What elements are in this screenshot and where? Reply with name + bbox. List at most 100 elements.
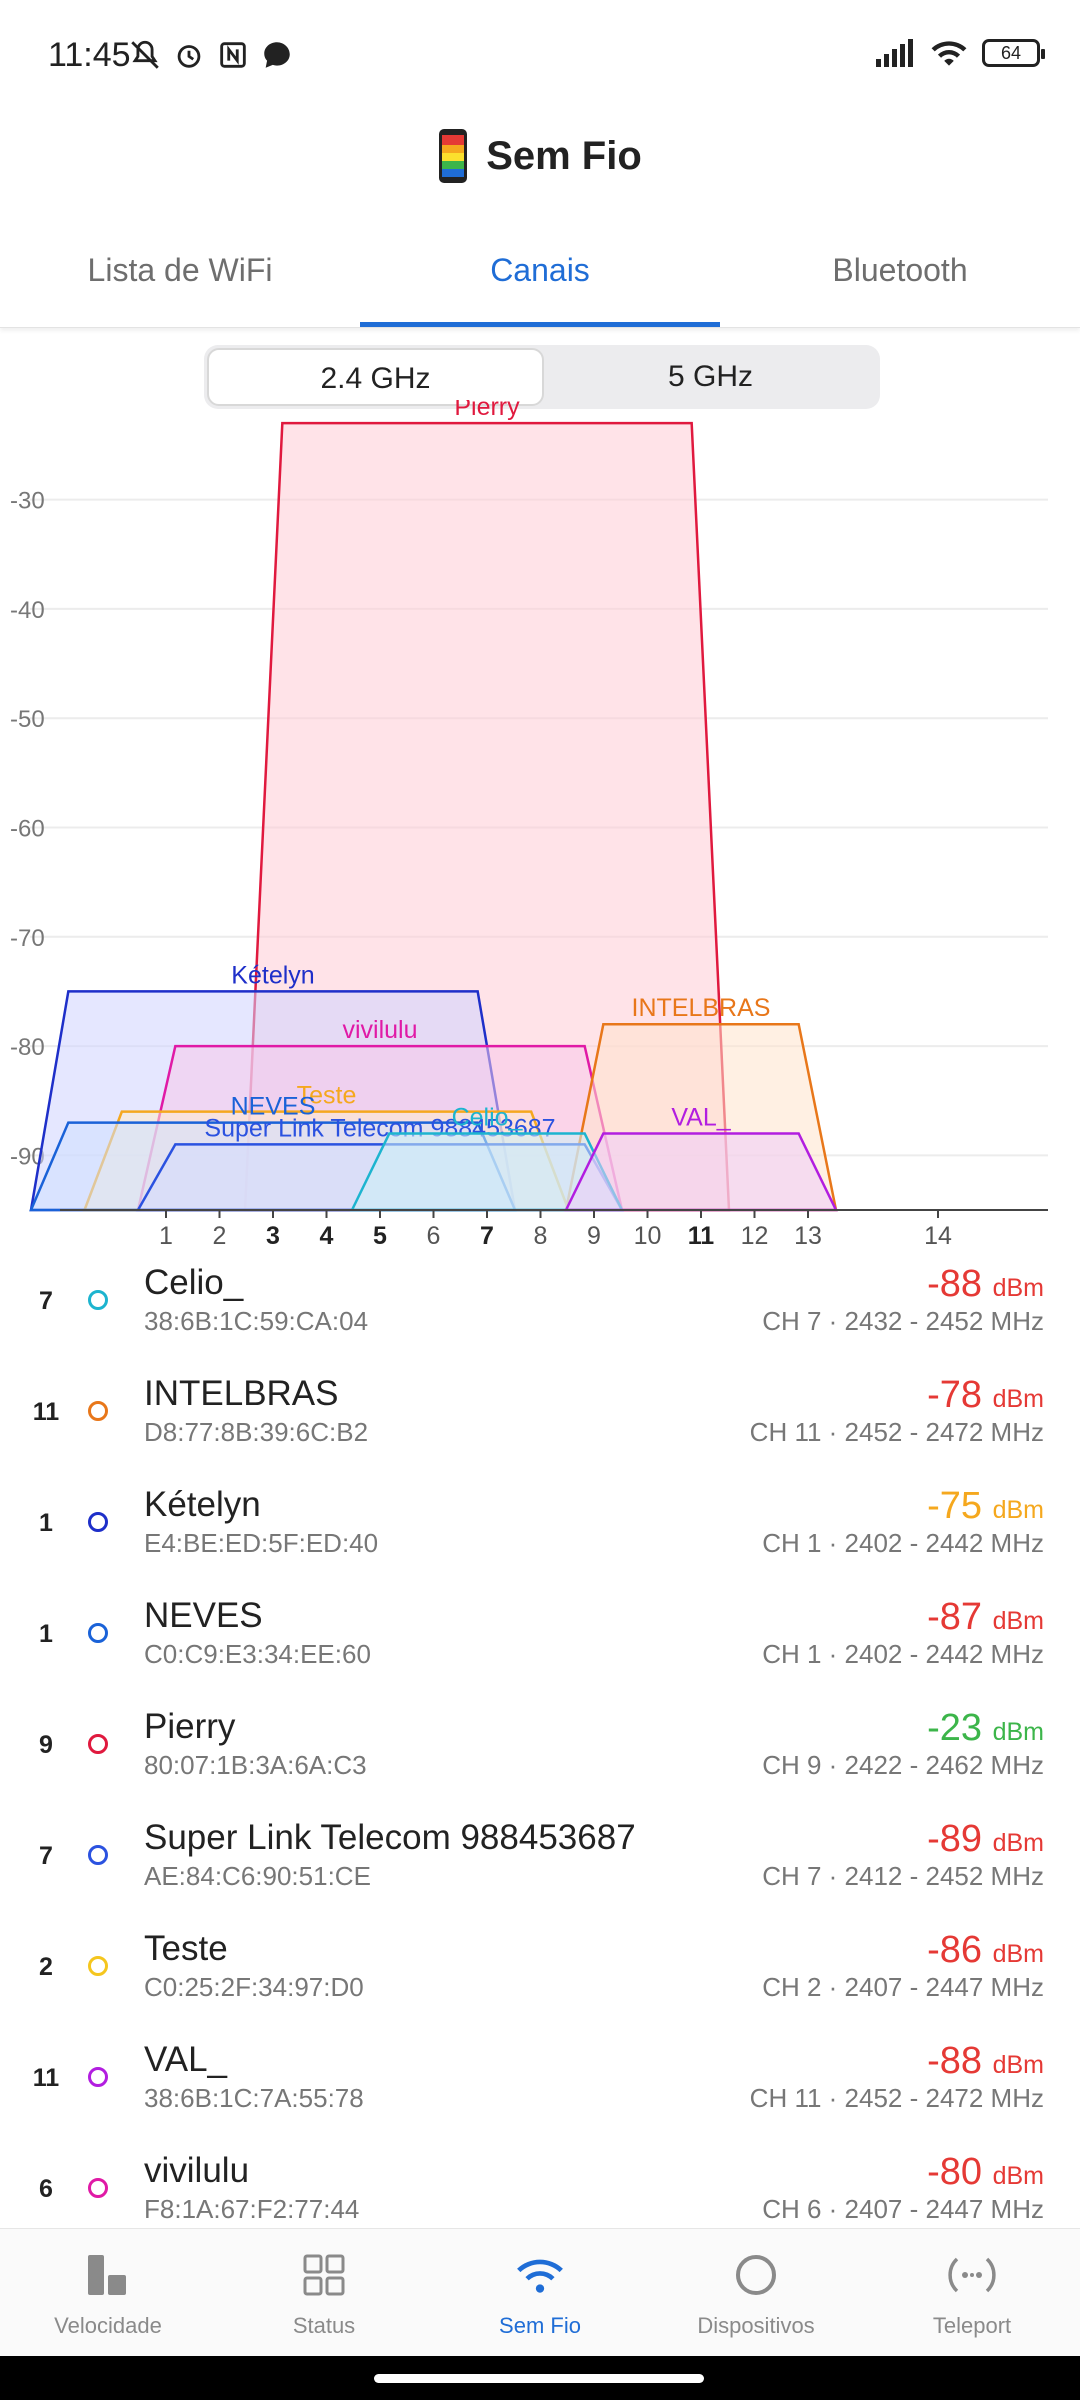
network-signal-value: -87 xyxy=(927,1596,983,1638)
network-signal-value: -88 xyxy=(927,2040,983,2082)
status-time: 11:45 xyxy=(48,36,131,74)
network-channel: 7 xyxy=(39,1842,53,1870)
network-row[interactable]: 6 vivilulu F8:1A:67:F2:77:44 -80 dBm CH 6 · … xyxy=(0,2143,1080,2225)
network-signal: -75 dBm xyxy=(927,1485,1044,1528)
x-tick-label: 4 xyxy=(320,1222,334,1250)
network-channel: 1 xyxy=(39,1620,53,1648)
status-system-icons: 64 xyxy=(876,38,1045,68)
y-tick-label: -60 xyxy=(10,816,45,843)
network-frequency: CH 1 · 2402 - 2442 MHz xyxy=(762,1528,1044,1558)
network-signal: -87 dBm xyxy=(927,1596,1044,1639)
network-ssid: NEVES xyxy=(144,1596,263,1635)
network-ssid: vivilulu xyxy=(144,2151,250,2190)
status-notification-icons xyxy=(128,38,294,72)
network-list: 7 Celio_ 38:6B:1C:59:CA:04 -88 dBm CH 7 · 24… xyxy=(0,1255,1080,2225)
network-color-dot xyxy=(88,2178,108,2198)
grid-icon xyxy=(303,2254,345,2296)
network-color-dot xyxy=(88,1512,108,1532)
network-ssid: VAL_ xyxy=(144,2040,228,2079)
network-frequency: CH 7 · 2432 - 2452 MHz xyxy=(762,1306,1044,1336)
network-signal-unit: dBm xyxy=(992,2162,1044,2190)
series-label: Teste xyxy=(297,1082,357,1110)
network-mac: F8:1A:67:F2:77:44 xyxy=(144,2194,360,2224)
network-row[interactable]: 7 Celio_ 38:6B:1C:59:CA:04 -88 dBm CH 7 · 24… xyxy=(0,1255,1080,1366)
bar-chart-icon xyxy=(88,2255,126,2295)
network-frequency: CH 11 · 2452 - 2472 MHz xyxy=(749,1417,1044,1447)
network-signal-value: -78 xyxy=(927,1374,983,1416)
network-signal: -78 dBm xyxy=(927,1374,1044,1417)
network-row[interactable]: 1 Kételyn E4:BE:ED:5F:ED:40 -75 dBm CH 1 · 2… xyxy=(0,1477,1080,1588)
nav-teleport[interactable]: Teleport xyxy=(864,2229,1080,2356)
network-signal: -23 dBm xyxy=(927,1707,1044,1750)
nav-status[interactable]: Status xyxy=(216,2229,432,2356)
network-frequency: CH 2 · 2407 - 2447 MHz xyxy=(762,1972,1044,2002)
network-signal: -86 dBm xyxy=(927,1929,1044,1972)
network-frequency: CH 1 · 2402 - 2442 MHz xyxy=(762,1639,1044,1669)
network-mac: C0:C9:E3:34:EE:60 xyxy=(144,1639,371,1669)
wifi-icon xyxy=(517,2259,563,2293)
nav-dispositivos[interactable]: Dispositivos xyxy=(648,2229,864,2356)
gesture-area xyxy=(0,2356,1080,2400)
network-ssid: Super Link Telecom 988453687 xyxy=(144,1818,636,1857)
network-mac: E4:BE:ED:5F:ED:40 xyxy=(144,1528,379,1558)
network-channel: 1 xyxy=(39,1509,53,1537)
network-color-dot xyxy=(88,1623,108,1643)
mute-icon xyxy=(131,40,159,69)
nfc-icon xyxy=(220,42,246,68)
network-row[interactable]: 9 Pierry 80:07:1B:3A:6A:C3 -23 dBm CH 9 · 24… xyxy=(0,1699,1080,1810)
network-row[interactable]: 1 NEVES C0:C9:E3:34:EE:60 -87 dBm CH 1 · 240… xyxy=(0,1588,1080,1699)
network-color-dot xyxy=(88,1734,108,1754)
network-mac: 38:6B:1C:7A:55:78 xyxy=(144,2083,364,2113)
network-signal-value: -89 xyxy=(927,1818,983,1860)
series-label: VAL_ xyxy=(671,1104,731,1132)
network-channel: 2 xyxy=(39,1953,53,1981)
nav-label: Sem Fio xyxy=(499,2313,581,2338)
network-signal-value: -88 xyxy=(927,1263,983,1305)
nav-velocidade[interactable]: Velocidade xyxy=(0,2229,216,2356)
network-color-dot xyxy=(88,1290,108,1310)
nav-label: Status xyxy=(292,2313,356,2338)
nav-label: Teleport xyxy=(932,2313,1012,2338)
x-tick-label: 1 xyxy=(159,1222,173,1250)
network-row[interactable]: 11 VAL_ 38:6B:1C:7A:55:78 -88 dBm CH 11 · 24… xyxy=(0,2032,1080,2143)
network-signal: -88 dBm xyxy=(927,2040,1044,2083)
network-mac: 80:07:1B:3A:6A:C3 xyxy=(144,1750,367,1780)
tab-wifi-list[interactable]: Lista de WiFi xyxy=(87,252,273,288)
y-tick-label: -70 xyxy=(10,925,45,952)
band-2-4ghz-button[interactable]: 2.4 GHz xyxy=(207,348,544,406)
x-tick-label: 13 xyxy=(794,1222,822,1250)
network-signal-value: -80 xyxy=(927,2151,983,2193)
y-tick-label: -80 xyxy=(10,1034,45,1061)
chat-icon xyxy=(264,42,290,68)
tab-channels[interactable]: Canais xyxy=(360,230,720,327)
network-signal: -89 dBm xyxy=(927,1818,1044,1861)
network-signal-unit: dBm xyxy=(992,1607,1044,1635)
x-tick-label: 10 xyxy=(634,1222,662,1250)
status-bar: 11:45 64 xyxy=(0,0,1080,110)
home-gesture-bar[interactable] xyxy=(374,2374,704,2383)
network-row[interactable]: 2 Teste C0:25:2F:34:97:D0 -86 dBm CH 2 · 240… xyxy=(0,1921,1080,2032)
signal-icon xyxy=(876,39,913,67)
network-signal-value: -75 xyxy=(927,1485,983,1527)
network-signal-unit: dBm xyxy=(992,1829,1044,1857)
channel-area-val- xyxy=(563,1132,839,1212)
network-row[interactable]: 11 INTELBRAS D8:77:8B:39:6C:B2 -78 dBm CH 11… xyxy=(0,1366,1080,1477)
network-color-dot xyxy=(88,2067,108,2087)
wifi-status-icon xyxy=(931,41,967,66)
network-row[interactable]: 7 Super Link Telecom 988453687 AE:84:C6:90… xyxy=(0,1810,1080,1921)
series-label: Celio_ xyxy=(452,1104,524,1132)
network-signal-unit: dBm xyxy=(992,1496,1044,1524)
series-label: Pierry xyxy=(454,400,520,421)
network-ssid: Pierry xyxy=(144,1707,236,1746)
series-label: INTELBRAS xyxy=(632,994,771,1022)
network-channel: 11 xyxy=(32,1398,60,1426)
nav-sem-fio[interactable]: Sem Fio xyxy=(432,2229,648,2356)
tab-bluetooth[interactable]: Bluetooth xyxy=(832,252,968,288)
network-frequency: CH 11 · 2452 - 2472 MHz xyxy=(749,2083,1044,2113)
band-5ghz-button[interactable]: 5 GHz xyxy=(667,360,754,393)
network-ssid: INTELBRAS xyxy=(144,1374,339,1413)
x-tick-label: 8 xyxy=(534,1222,548,1250)
battery-indicator: 64 xyxy=(982,39,1045,67)
network-channel: 6 xyxy=(39,2175,53,2203)
network-ssid: Teste xyxy=(144,1929,228,1968)
